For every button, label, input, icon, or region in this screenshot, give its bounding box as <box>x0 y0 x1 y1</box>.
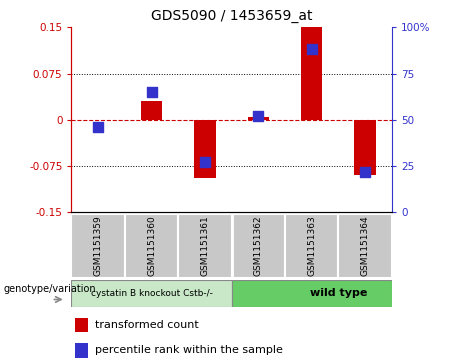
Bar <box>125 214 178 278</box>
Text: GSM1151360: GSM1151360 <box>147 216 156 276</box>
Bar <box>141 101 162 120</box>
Bar <box>355 120 376 175</box>
Bar <box>301 27 322 120</box>
Text: genotype/variation: genotype/variation <box>4 284 96 294</box>
Bar <box>71 214 125 278</box>
Point <box>308 46 315 52</box>
Text: transformed count: transformed count <box>95 320 199 330</box>
Bar <box>231 214 285 278</box>
Bar <box>75 318 88 333</box>
Point <box>254 113 262 119</box>
Bar <box>338 214 392 278</box>
Text: GSM1151361: GSM1151361 <box>201 216 209 276</box>
Point <box>95 124 102 130</box>
Point <box>148 89 155 95</box>
Point <box>361 169 369 175</box>
Text: GSM1151359: GSM1151359 <box>94 216 103 276</box>
Bar <box>194 120 216 179</box>
Bar <box>285 214 338 278</box>
Text: wild type: wild type <box>310 288 367 298</box>
Text: cystatin B knockout Cstb-/-: cystatin B knockout Cstb-/- <box>91 289 213 298</box>
Point <box>201 159 209 165</box>
Title: GDS5090 / 1453659_at: GDS5090 / 1453659_at <box>151 9 313 24</box>
Bar <box>71 280 231 307</box>
Bar <box>178 214 231 278</box>
Bar <box>231 280 392 307</box>
Bar <box>75 343 88 358</box>
Text: GSM1151364: GSM1151364 <box>361 216 370 276</box>
Text: GSM1151362: GSM1151362 <box>254 216 263 276</box>
Text: GSM1151363: GSM1151363 <box>307 216 316 276</box>
Text: percentile rank within the sample: percentile rank within the sample <box>95 345 284 355</box>
Bar <box>248 117 269 120</box>
